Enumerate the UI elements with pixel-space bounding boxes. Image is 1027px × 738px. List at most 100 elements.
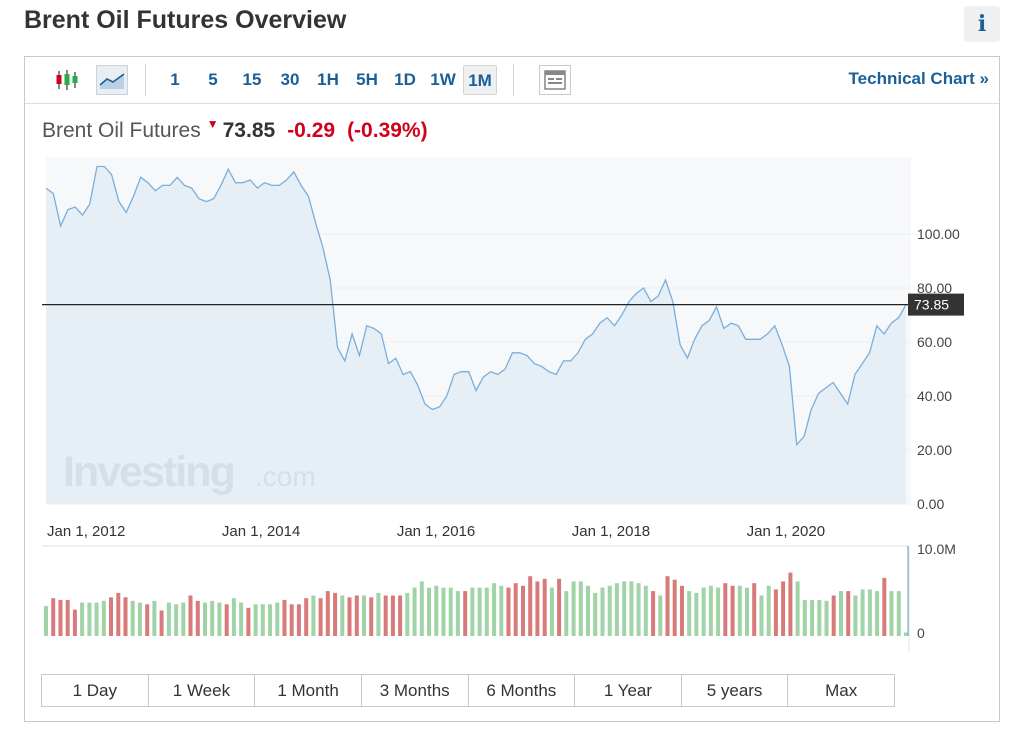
info-button[interactable]: i [964,6,1000,42]
volume-bar [304,598,309,636]
range-button-1-month[interactable]: 1 Month [255,675,362,706]
timeframe-1[interactable]: 1 [170,70,180,89]
volume-bar [130,600,135,636]
volume-bar [347,597,352,636]
volume-bar [159,610,164,636]
volume-bar [773,589,778,636]
last-price: 73.85 [222,119,276,142]
range-button-6-months[interactable]: 6 Months [469,675,576,706]
range-selector: 1 Day 1 Week 1 Month 3 Months 6 Months 1 Year… [41,674,895,707]
instrument-name: Brent Oil Futures [42,119,201,142]
range-button-3-months[interactable]: 3 Months [362,675,469,706]
volume-bar [101,600,106,636]
timeframe-1h[interactable]: 1H [317,70,339,89]
volume-bar [369,597,374,636]
technical-chart-link[interactable]: Technical Chart » [848,69,989,88]
volume-bar [296,604,301,636]
line-chart-icon[interactable] [96,65,128,95]
volume-bar [109,597,113,636]
volume-bar [137,602,142,636]
volume-bar [506,587,511,636]
volume-bar [289,604,294,636]
volume-bar [419,581,424,636]
y-tick-label: 20.00 [917,442,952,458]
volume-bar [817,599,822,636]
volume-tick-label: 10.0M [917,541,956,557]
timeframe-5h[interactable]: 5H [356,70,378,89]
volume-bar [499,585,504,636]
timeframe-1m[interactable]: 1M [463,65,497,95]
volume-bar [860,589,865,636]
volume-bar [448,587,453,636]
volume-bar [470,587,475,636]
price-chart[interactable]: Investing.com73.85100.0080.0060.0040.002… [25,57,1001,667]
volume-bar [217,602,222,636]
x-tick-label: Jan 1, 2012 [47,523,125,540]
volume-bar [752,583,757,636]
timeframe-1w[interactable]: 1W [430,70,456,89]
toolbar-separator [513,64,514,96]
volume-bar [629,581,634,636]
price-change-percent: (-0.39%) [347,119,428,142]
range-button-1-day[interactable]: 1 Day [42,675,149,706]
range-button-1-year[interactable]: 1 Year [575,675,682,706]
volume-bar [333,592,338,636]
volume-bar [340,595,345,636]
volume-bar [607,585,612,636]
volume-bar [542,578,547,636]
volume-bar [882,577,887,636]
volume-bar [231,598,236,636]
volume-bar [513,583,518,636]
range-button-1-week[interactable]: 1 Week [149,675,256,706]
volume-bar [398,595,403,636]
volume-bar [665,576,670,636]
volume-bar [58,599,63,636]
volume-bar [253,604,258,636]
layout-icon[interactable] [539,65,571,95]
volume-bar [810,599,815,636]
y-tick-label: 0.00 [917,496,944,512]
x-tick-label: Jan 1, 2018 [572,523,650,540]
down-arrow-icon: ▼ [206,117,219,131]
volume-bar [492,583,497,636]
volume-bar [282,599,287,636]
volume-bar [759,595,764,636]
volume-bar [672,579,677,636]
quote-header: Brent Oil Futures ▼ 73.85 -0.29 (-0.39%) [42,117,428,143]
timeframe-5[interactable]: 5 [208,70,218,89]
volume-bar [210,600,215,636]
volume-bar [188,595,193,636]
range-button-5-years[interactable]: 5 years [682,675,789,706]
volume-bar [376,592,381,636]
timeframe-30[interactable]: 30 [280,70,300,89]
volume-bar [44,606,48,636]
volume-bar [195,600,200,636]
chart-card: 1 5 15 30 1H 5H 1D 1W 1M Technical Chart » Brent… [24,56,1000,722]
candlestick-icon[interactable] [51,65,83,95]
volume-bar [87,602,92,636]
volume-bar [853,595,858,636]
volume-bar [578,581,583,636]
y-tick-label: 40.00 [917,388,952,404]
volume-bar [896,591,901,636]
range-button-max[interactable]: Max [825,681,858,700]
volume-bar [904,632,908,636]
volume-bar [723,583,728,636]
volume-bar [275,602,280,636]
y-tick-label: 80.00 [917,280,952,296]
volume-bar [600,587,605,636]
volume-bar [716,587,721,636]
volume-bar [557,578,562,636]
volume-bar [455,591,460,636]
volume-bar [145,604,150,636]
volume-bar [412,587,417,636]
volume-bar [94,602,99,636]
volume-bar [354,595,359,636]
volume-bar [463,591,468,636]
volume-bar [831,595,836,636]
toolbar-separator [145,64,146,96]
timeframe-15[interactable]: 15 [242,70,262,89]
volume-bar [766,585,771,636]
timeframe-1d[interactable]: 1D [394,70,416,89]
volume-bar [680,585,684,636]
